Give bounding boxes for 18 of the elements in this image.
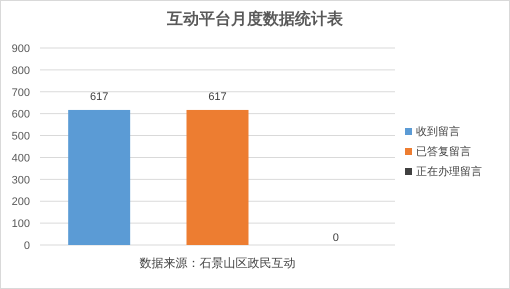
legend-label: 正在办理留言 bbox=[416, 165, 482, 178]
y-tick-label: 0 bbox=[24, 240, 30, 252]
y-tick-label: 900 bbox=[12, 43, 30, 55]
y-tick-label: 800 bbox=[12, 64, 30, 77]
y-tick-label: 600 bbox=[12, 108, 30, 121]
y-tick-label: 700 bbox=[12, 86, 30, 99]
y-tick-label: 300 bbox=[12, 174, 30, 186]
data-label: 0 bbox=[332, 232, 339, 244]
chart-title: 互动平台月度数据统计表 bbox=[166, 9, 344, 28]
data-label: 617 bbox=[208, 90, 227, 103]
x-axis-title: 数据来源：石景山区政民互动 bbox=[140, 256, 296, 270]
y-tick-label: 200 bbox=[12, 196, 30, 208]
y-tick-label: 400 bbox=[12, 152, 30, 164]
y-tick-label: 500 bbox=[12, 130, 30, 143]
legend-label: 已答复留言 bbox=[416, 145, 471, 158]
legend-label: 收到留言 bbox=[416, 125, 460, 138]
data-label: 617 bbox=[90, 90, 108, 103]
y-tick-label: 100 bbox=[12, 218, 30, 230]
